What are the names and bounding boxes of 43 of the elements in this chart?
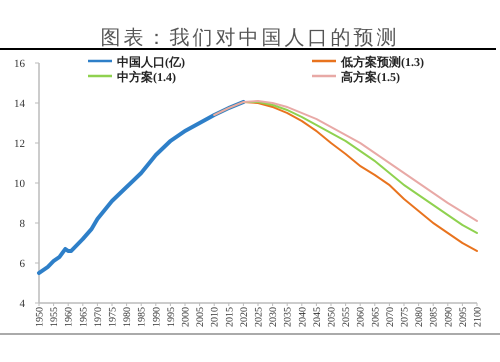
y-tick-label: 14 xyxy=(14,98,26,110)
x-tick-label: 1970 xyxy=(92,307,104,327)
x-tick-label: 2075 xyxy=(400,307,410,327)
x-tick-label: 1995 xyxy=(166,307,177,327)
x-tick-label: 2035 xyxy=(282,307,294,327)
x-tick-label: 2050 xyxy=(326,307,338,327)
y-tick-label: 16 xyxy=(14,58,26,70)
y-tick-label: 10 xyxy=(14,178,26,190)
x-tick-label: 1990 xyxy=(151,307,162,327)
x-tick-label: 2100 xyxy=(472,307,484,327)
x-tick-label: 2095 xyxy=(458,307,469,327)
x-tick-label: 2010 xyxy=(210,307,221,327)
x-tick-label: 2065 xyxy=(370,307,382,327)
x-tick-label: 1955 xyxy=(49,307,60,327)
x-tick-label: 2045 xyxy=(312,307,323,327)
y-tick-label: 6 xyxy=(20,258,26,270)
x-tick-label: 2020 xyxy=(238,307,250,327)
x-tick-label: 1975 xyxy=(108,307,118,327)
legend-label: 低方案预测(1.3) xyxy=(340,55,424,69)
x-tick-label: 1980 xyxy=(122,307,134,327)
x-tick-label: 2025 xyxy=(254,307,264,327)
x-tick-label: 1965 xyxy=(78,307,90,327)
x-tick-label: 1950 xyxy=(34,307,46,327)
x-tick-label: 2080 xyxy=(414,307,426,327)
x-tick-label: 2070 xyxy=(384,307,396,327)
y-tick-label: 4 xyxy=(20,298,26,310)
x-tick-label: 2090 xyxy=(443,307,454,327)
x-tick-label: 2030 xyxy=(268,307,280,327)
y-tick-label: 12 xyxy=(14,138,25,150)
x-tick-label: 2060 xyxy=(356,307,367,327)
x-tick-label: 2005 xyxy=(195,307,206,327)
x-tick-label: 2055 xyxy=(341,307,352,327)
x-tick-label: 2015 xyxy=(224,307,236,327)
x-tick-label: 1985 xyxy=(136,307,148,327)
x-tick-label: 2040 xyxy=(297,307,308,327)
legend-label: 中方案(1.4) xyxy=(117,70,176,84)
x-tick-label: 2085 xyxy=(428,307,440,327)
x-tick-label: 1960 xyxy=(64,307,75,327)
y-tick-label: 8 xyxy=(20,218,26,230)
legend-label: 中国人口(亿) xyxy=(117,55,185,69)
chart-title: 图表：我们对中国人口的预测 xyxy=(100,25,400,49)
legend-label: 高方案(1.5) xyxy=(341,70,400,84)
x-tick-label: 2000 xyxy=(180,307,192,327)
